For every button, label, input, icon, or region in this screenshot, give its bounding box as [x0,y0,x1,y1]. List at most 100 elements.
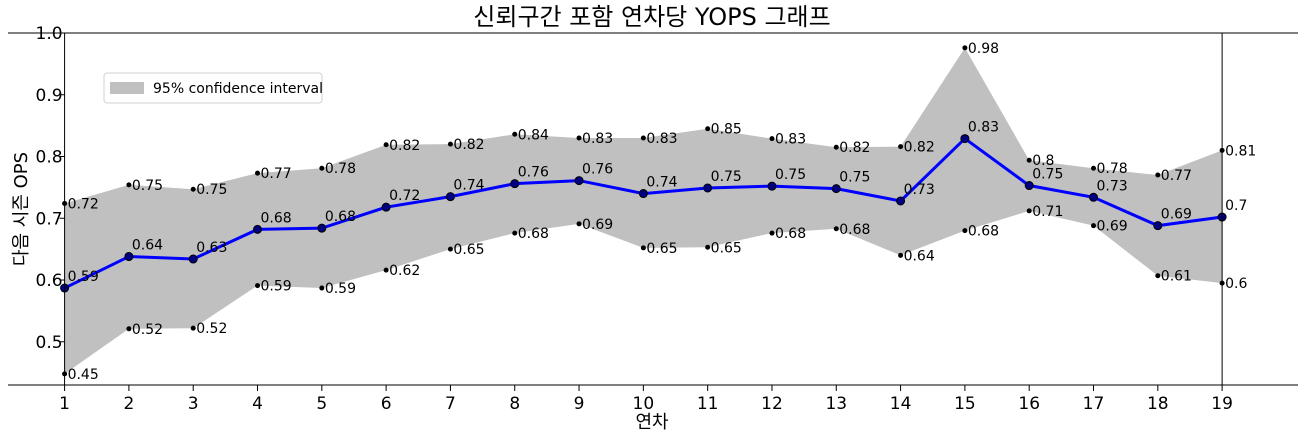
lower-bound-label: 0.65 [646,241,677,257]
x-tick-label: 19 [1211,394,1233,414]
lower-bound-point [640,245,646,251]
confidence-interval-band [64,47,1223,374]
upper-bound-label: 0.82 [904,140,935,156]
lower-bound-point [1026,208,1032,214]
x-tick-label: 17 [1083,394,1105,414]
series-point [1024,181,1034,191]
upper-bound-label: 0.84 [518,127,549,143]
upper-bound-point [640,135,646,141]
upper-bound-point [126,182,132,188]
series-point [381,202,391,212]
upper-bound-label: 0.72 [68,196,99,212]
lower-bound-point [447,246,453,252]
series-value-label: 0.64 [132,238,163,254]
x-axis-ticks: 1 2 3 4 5 6 7 8 9 10 11 12 13 14 15 16 17 18 19 [59,385,1233,414]
series-point [510,179,520,189]
upper-bound-label: 0.83 [775,132,806,148]
lower-bound-point [1091,223,1097,229]
x-tick-label: 16 [1018,394,1040,414]
upper-bound-point [769,136,775,142]
lower-bound-point [190,325,196,331]
upper-bound-label: 0.75 [196,182,227,198]
lower-bound-point [833,226,839,232]
lower-bound-label: 0.71 [1032,204,1063,220]
x-tick-label: 13 [825,394,847,414]
legend-frame [103,72,323,104]
lower-bound-label: 0.69 [582,217,613,233]
upper-bound-point [319,165,325,171]
lower-bound-point [1155,273,1161,279]
lower-bound-point [962,228,968,234]
series-point [317,223,327,233]
x-axis-label: 연차 [635,412,669,433]
lower-bound-label: 0.61 [1161,269,1192,285]
upper-bound-point [255,170,261,176]
upper-bound-point [962,45,968,51]
series-value-label: 0.68 [325,209,356,225]
upper-bound-label: 0.78 [1097,161,1128,177]
lower-bound-point [898,252,904,258]
series-value-label: 0.75 [839,170,870,186]
lower-bound-label: 0.59 [261,279,292,295]
series-value-label: 0.72 [389,188,420,204]
confidence-interval-layer [64,47,1223,374]
lower-bound-label: 0.68 [775,226,806,242]
series-point [1153,221,1163,231]
series-points-layer [60,45,1227,377]
upper-bound-label: 0.98 [968,41,999,57]
series-point [253,224,263,234]
x-tick-label: 2 [123,394,134,414]
x-tick-label: 1 [59,394,70,414]
lower-bound-point [126,326,132,332]
y-tick-label: 0.7 [36,209,63,229]
axes [8,32,1298,386]
series-value-label: 0.63 [196,240,227,256]
lower-bound-label: 0.62 [389,263,420,279]
lower-bound-label: 0.64 [904,248,935,264]
series-point [831,184,841,194]
upper-bound-label: 0.85 [711,122,742,138]
legend: 95% confidence interval [103,72,323,104]
lower-bound-label: 0.45 [68,367,99,383]
x-tick-label: 3 [188,394,199,414]
upper-bound-point [447,141,453,147]
series-value-label: 0.7 [1225,198,1247,214]
series-point [703,183,713,193]
series-point [445,192,455,202]
series-value-label: 0.83 [968,120,999,136]
series-value-label: 0.75 [775,167,806,183]
lower-bound-label: 0.68 [839,222,870,238]
series-value-label: 0.76 [518,165,549,181]
upper-bound-point [576,135,582,141]
lower-bound-label: 0.69 [1097,219,1128,235]
series-value-label: 0.75 [711,169,742,185]
series-value-label: 0.75 [1032,167,1063,183]
x-tick-label: 9 [574,394,585,414]
series-value-label: 0.76 [582,162,613,178]
upper-bound-point [833,144,839,150]
lower-bound-label: 0.65 [453,242,484,258]
x-tick-label: 14 [890,394,912,414]
data-labels-layer: 0.59 0.72 0.45 0.64 0.75 0.52 0.63 0.75 0.52 0.68… [68,41,1257,383]
series-point [960,134,970,144]
x-tick-label: 6 [381,394,392,414]
x-tick-label: 11 [697,394,719,414]
series-value-label: 0.69 [1161,207,1192,223]
lower-bound-point [255,283,261,289]
series-point [1089,192,1099,202]
upper-bound-point [1155,172,1161,178]
x-tick-label: 8 [509,394,520,414]
lower-bound-point [512,230,518,236]
upper-bound-point [705,126,711,132]
x-tick-label: 10 [633,394,655,414]
upper-bound-point [898,144,904,150]
lower-bound-label: 0.65 [711,240,742,256]
y-tick-label: 0.9 [36,86,63,106]
upper-bound-point [1026,157,1032,163]
x-tick-label: 15 [954,394,976,414]
lower-bound-label: 0.59 [325,281,356,297]
series-value-label: 0.74 [453,178,484,194]
chart-title: 신뢰구간 포함 연차당 YOPS 그래프 [473,3,830,31]
lower-bound-label: 0.52 [196,321,227,337]
